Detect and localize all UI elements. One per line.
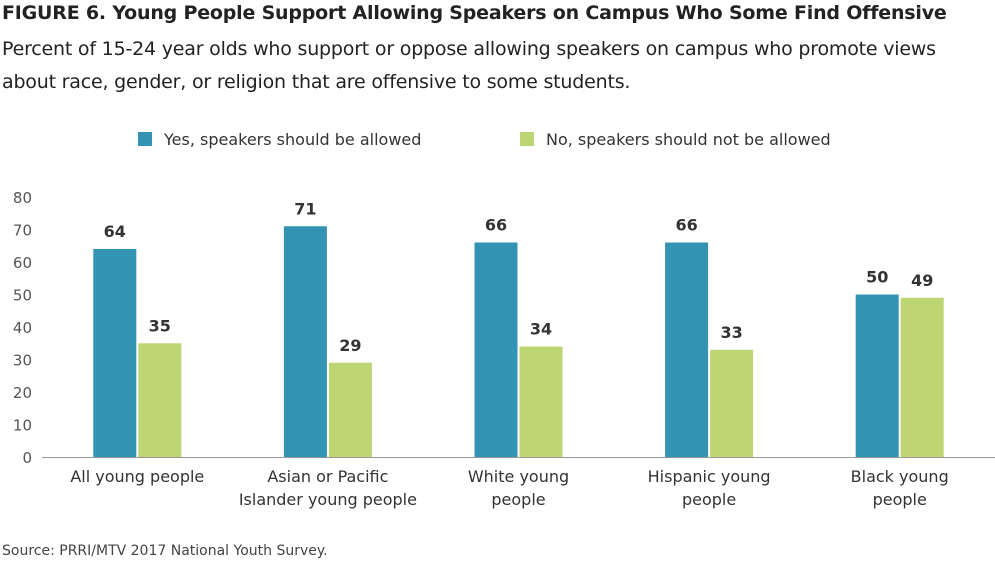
legend: Yes, speakers should be allowed No, spea… (0, 126, 995, 152)
x-category-label: people (873, 490, 927, 509)
chart-title: FIGURE 6. Young People Support Allowing … (2, 2, 947, 24)
legend-item-yes: Yes, speakers should be allowed (138, 126, 421, 152)
x-category-label: people (491, 490, 545, 509)
x-category-label: Islander young people (239, 490, 417, 509)
y-tick-label: 50 (13, 287, 32, 305)
bar-no (900, 297, 944, 457)
y-tick-label: 10 (13, 417, 32, 435)
x-category-label: Hispanic young (648, 467, 771, 486)
source-note: Source: PRRI/MTV 2017 National Youth Sur… (2, 543, 328, 559)
x-category-label: All young people (70, 467, 204, 486)
legend-label-yes: Yes, speakers should be allowed (164, 129, 422, 149)
y-tick-label: 80 (13, 189, 32, 207)
data-label: 64 (104, 222, 126, 241)
y-tick-label: 20 (13, 384, 32, 402)
data-label: 49 (911, 271, 933, 290)
x-category-label: Asian or Pacific (267, 467, 388, 486)
data-label: 50 (866, 268, 888, 287)
y-tick-label: 40 (13, 319, 32, 337)
x-category-label: White young (468, 467, 569, 486)
bar-no (710, 349, 754, 457)
x-category-label: people (682, 490, 736, 509)
legend-label-no: No, speakers should not be allowed (546, 129, 831, 149)
y-tick-label: 70 (13, 222, 32, 240)
bar-no (138, 343, 182, 457)
y-tick-label: 60 (13, 254, 32, 272)
chart-subtitle: Percent of 15-24 year olds who support o… (2, 38, 936, 93)
bar-yes (93, 249, 137, 457)
bar-yes (283, 226, 327, 457)
data-label: 33 (720, 323, 742, 342)
bar-yes (474, 242, 518, 457)
data-label: 66 (675, 216, 697, 235)
data-label: 35 (149, 316, 171, 335)
legend-swatch-no (520, 132, 534, 146)
data-label: 71 (294, 199, 316, 218)
data-label: 66 (485, 216, 507, 235)
legend-item-no: No, speakers should not be allowed (520, 126, 831, 152)
y-tick-label: 30 (13, 352, 32, 370)
legend-swatch-yes (138, 132, 152, 146)
data-label: 34 (530, 320, 552, 339)
bar-no (328, 362, 372, 457)
bar-yes (855, 294, 899, 457)
bar-yes (665, 242, 709, 457)
x-category-label: Black young (851, 467, 949, 486)
data-label: 29 (339, 336, 361, 355)
y-tick-label: 0 (22, 449, 32, 467)
bar-no (519, 346, 563, 457)
